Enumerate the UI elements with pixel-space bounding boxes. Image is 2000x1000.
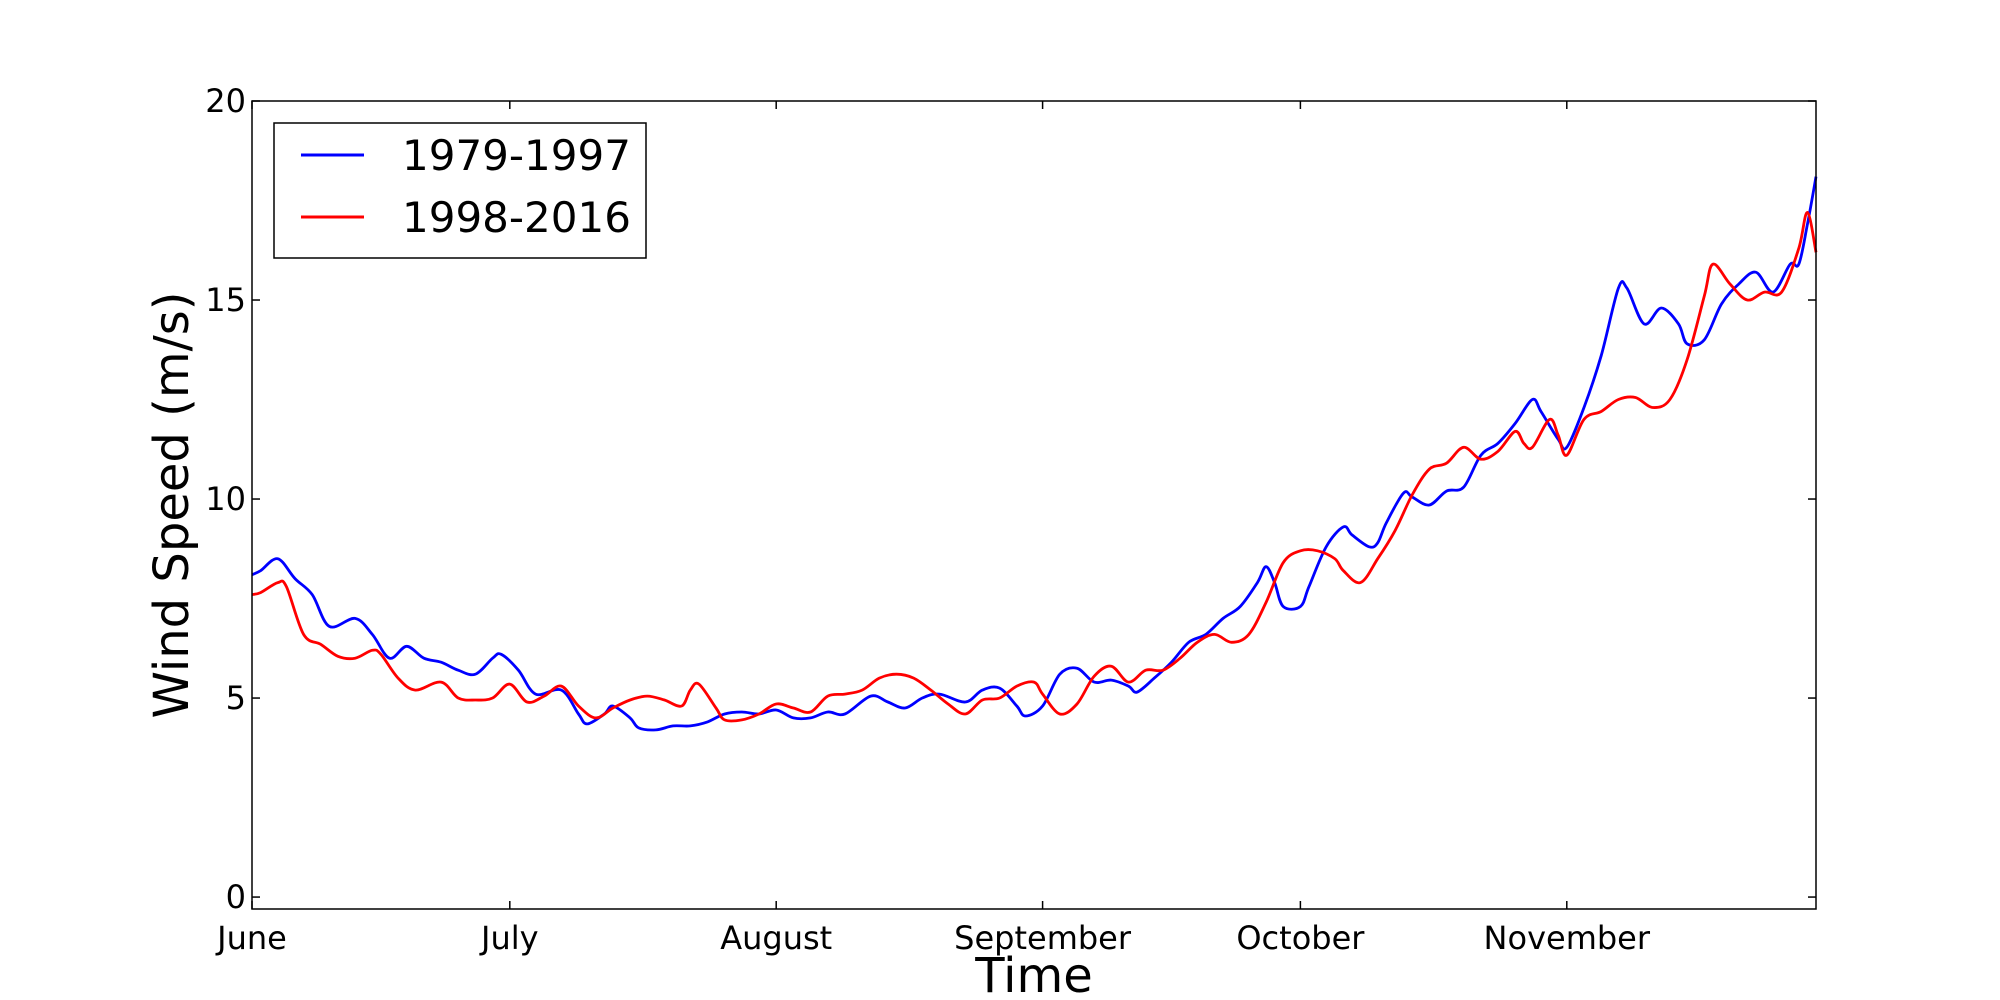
y-tick-label-15: 15 (205, 281, 246, 319)
legend-label-1998-2016: 1998-2016 (402, 193, 631, 242)
series-layer (251, 176, 1818, 732)
legend: 1979-1997 1998-2016 (273, 122, 647, 259)
y-axis-title: Wind Speed (m/s) (144, 291, 200, 718)
series-line-1979-1997 (251, 176, 1818, 732)
x-tick-label-july: July (479, 919, 539, 957)
x-tick-label-october: October (1236, 919, 1365, 957)
y-tick-label-10: 10 (205, 480, 246, 518)
legend-box (273, 122, 647, 259)
x-tick-label-november: November (1484, 919, 1651, 957)
x-axis: June July August September October November (215, 101, 1651, 957)
x-tick-label-september: September (954, 919, 1132, 957)
plot-frame (251, 100, 1817, 910)
y-tick-label-5: 5 (226, 679, 246, 717)
y-tick-label-0: 0 (226, 878, 246, 916)
y-tick-label-20: 20 (205, 82, 246, 120)
x-axis-title: Time (974, 948, 1092, 1000)
legend-label-1979-1997: 1979-1997 (402, 131, 631, 180)
y-axis: 0 5 10 15 20 (205, 82, 1816, 916)
series-line-1998-2016 (251, 210, 1818, 723)
x-tick-label-august: August (720, 919, 832, 957)
x-tick-label-june: June (215, 919, 287, 957)
